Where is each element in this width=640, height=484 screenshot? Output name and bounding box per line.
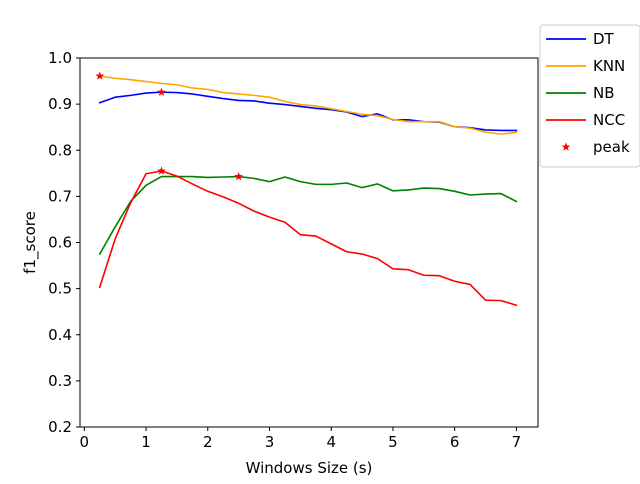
series-line-nb (98, 175, 518, 256)
peak-marker-2 (157, 87, 166, 96)
y-tick-label: 0.6 (48, 234, 72, 252)
y-axis: 0.2 0.3 0.4 0.5 0.6 0.7 0.8 0.9 1.0 (48, 49, 80, 436)
x-tick-label: 5 (388, 433, 398, 451)
y-tick-label: 0.2 (48, 418, 72, 436)
legend-label-ncc: NCC (593, 111, 625, 129)
series-line-ncc (98, 170, 518, 307)
legend-box (539, 24, 640, 168)
legend-label-knn: KNN (593, 57, 625, 75)
x-tick-label: 1 (141, 433, 151, 451)
y-axis-label: f1_score (21, 211, 40, 274)
y-tick-label: 0.5 (48, 280, 72, 298)
y-tick-label: 0.7 (48, 187, 72, 205)
x-tick-label: 3 (265, 433, 275, 451)
y-tick-label: 0.8 (48, 141, 72, 159)
peak-marker-1 (95, 71, 105, 80)
y-tick-label: 0.9 (48, 95, 72, 113)
peak-marker-3 (157, 166, 166, 175)
series-lines (98, 75, 518, 307)
legend-label-peak: peak (593, 138, 630, 156)
x-tick-label: 2 (203, 433, 213, 451)
legend-label-dt: DT (593, 30, 615, 48)
peak-markers (95, 71, 244, 181)
y-tick-label: 0.4 (48, 326, 72, 344)
x-tick-label: 7 (512, 433, 522, 451)
x-tick-label: 6 (450, 433, 460, 451)
series-line-knn (98, 75, 518, 135)
y-tick-label: 1.0 (48, 49, 72, 67)
x-axis: 0 1 2 3 4 5 6 7 (80, 427, 522, 451)
legend-label-nb: NB (593, 84, 615, 102)
y-tick-label: 0.3 (48, 372, 72, 390)
x-tick-label: 0 (80, 433, 90, 451)
legend-swatch-peak (561, 142, 571, 151)
x-axis-label: Windows Size (s) (246, 459, 373, 477)
legend: DT KNN NB NCC peak (539, 24, 640, 168)
x-tick-label: 4 (326, 433, 336, 451)
peak-marker-4 (234, 171, 244, 181)
